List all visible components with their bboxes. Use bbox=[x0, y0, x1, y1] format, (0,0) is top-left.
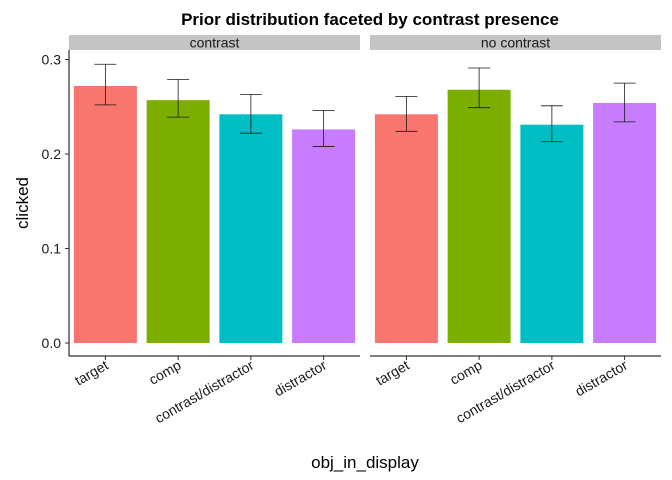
x-tick-label: target bbox=[72, 357, 111, 389]
bar-target bbox=[73, 85, 137, 344]
y-axis: 0.0 0.1 0.2 0.3 bbox=[42, 50, 70, 356]
errorbars-contrast bbox=[94, 63, 335, 147]
y-tick-label: 0.3 bbox=[42, 52, 62, 68]
errorbars-no-contrast bbox=[395, 67, 636, 143]
facet-label-contrast: contrast bbox=[190, 35, 240, 51]
x-tick-label: comp bbox=[146, 357, 184, 388]
x-tick-label: distractor bbox=[271, 357, 329, 400]
facet-panel-no-contrast: no contrast target compcontrast/distracto… bbox=[370, 35, 661, 426]
bar-target bbox=[374, 114, 438, 343]
y-axis-title: clicked bbox=[13, 177, 32, 229]
x-tick-label: comp bbox=[447, 357, 485, 388]
bar-distractor bbox=[593, 102, 657, 343]
x-tick-label: distractor bbox=[572, 357, 630, 400]
y-tick-label: 0.2 bbox=[42, 146, 62, 162]
bar-contrast-distractor bbox=[520, 124, 584, 343]
facet-strip-contrast bbox=[69, 35, 360, 50]
facet-label-no-contrast: no contrast bbox=[481, 35, 550, 51]
x-tick-label: target bbox=[373, 357, 412, 389]
bar-comp bbox=[146, 100, 210, 343]
bars-no-contrast bbox=[374, 89, 657, 344]
bar-distractor bbox=[292, 129, 356, 343]
bar-contrast-distractor bbox=[219, 114, 283, 343]
chart-title: Prior distribution faceted by contrast p… bbox=[181, 10, 559, 29]
x-axis-title: obj_in_display bbox=[311, 453, 419, 472]
y-tick-label: 0.1 bbox=[42, 241, 62, 257]
facet-strip-no-contrast bbox=[370, 35, 661, 50]
y-tick-label: 0.0 bbox=[42, 335, 62, 351]
bar-comp bbox=[447, 89, 511, 344]
bars-contrast bbox=[73, 85, 356, 344]
